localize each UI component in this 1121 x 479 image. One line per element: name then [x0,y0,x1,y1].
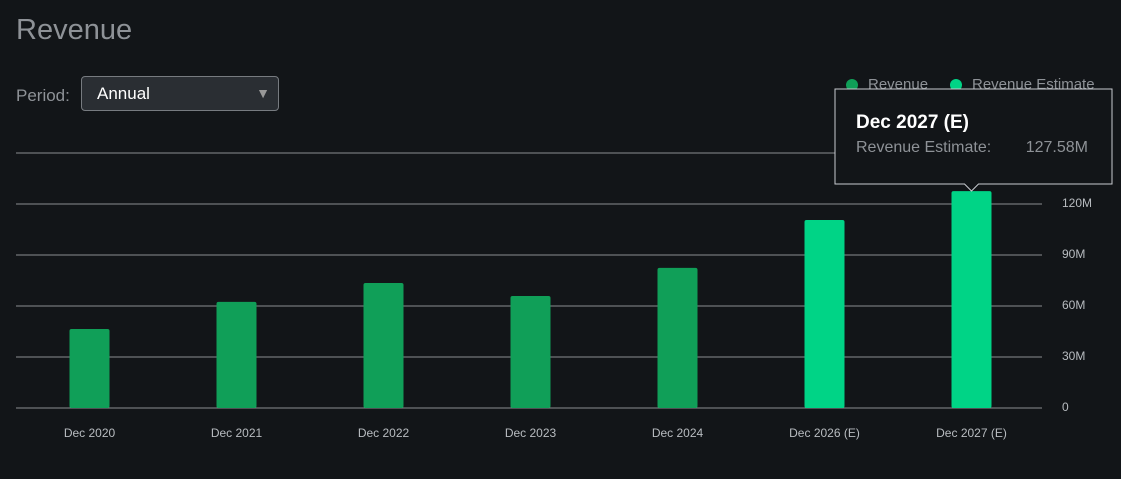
tooltip: Dec 2027 (E) Revenue Estimate: 127.58M [834,88,1113,192]
bar [363,283,404,408]
legend-swatch [950,79,962,91]
tooltip-label: Revenue Estimate: [856,139,991,156]
dropdown-arrow: ▼ [256,85,270,101]
bar [216,301,257,408]
y-tick-label: 0 [1062,400,1069,414]
x-tick-label: Dec 2024 [652,426,704,440]
x-tick-label: Dec 2022 [358,426,410,440]
y-tick-label: 120M [1062,196,1092,210]
tooltip-box [834,88,1113,192]
x-tick-label: Dec 2026 (E) [789,426,860,440]
x-tick-label: Dec 2020 [64,426,116,440]
bar [804,219,845,408]
x-tick-label: Dec 2027 (E) [936,426,1007,440]
tooltip-title: Dec 2027 (E) [856,112,969,133]
period-label: Period: [16,86,70,105]
page-title: Revenue [16,14,133,46]
legend-swatch [846,79,858,91]
bar [657,267,698,408]
period-select[interactable]: Annual ▼ [81,76,279,111]
y-tick-label: 90M [1062,247,1085,261]
bar [951,191,992,408]
period-value: Annual [97,84,150,103]
bar [69,328,110,408]
tooltip-value: 127.58M [1026,139,1088,156]
y-tick-label: 60M [1062,298,1085,312]
x-tick-label: Dec 2021 [211,426,263,440]
bar [510,295,551,408]
x-tick-label: Dec 2023 [505,426,557,440]
y-tick-label: 30M [1062,349,1085,363]
